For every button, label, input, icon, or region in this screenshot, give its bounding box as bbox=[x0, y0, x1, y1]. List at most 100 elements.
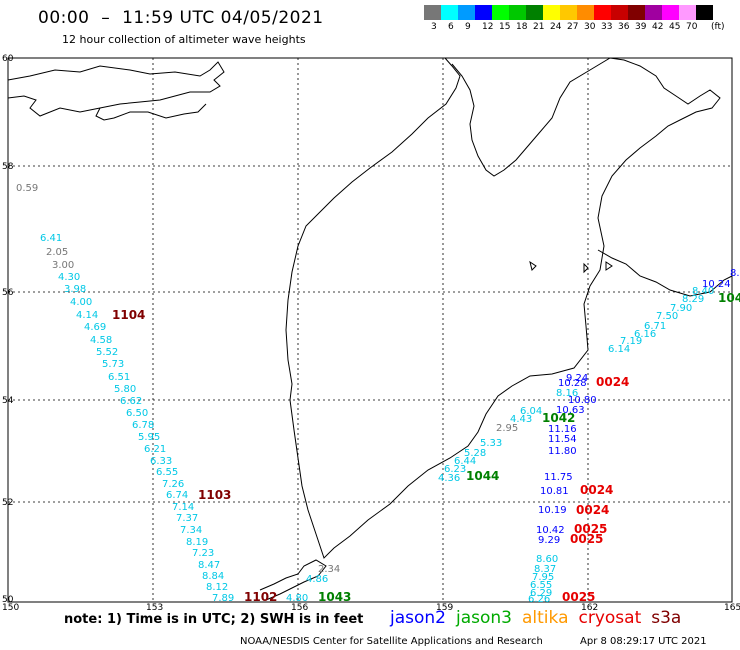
wave-height-value: 7.19 bbox=[620, 336, 642, 347]
wave-height-value: 6.04 bbox=[520, 406, 542, 417]
wave-height-value: 3.00 bbox=[52, 260, 74, 271]
longitude-label: 150 bbox=[2, 603, 19, 613]
color-scale-label: 9 bbox=[465, 22, 471, 32]
pass-time-label: 0024 bbox=[580, 483, 613, 497]
color-scale-label: 24 bbox=[550, 22, 562, 32]
pass-time-label: 1104 bbox=[112, 308, 145, 322]
color-scale-swatch: 30 bbox=[577, 5, 595, 32]
pass-time-label: 0024 bbox=[576, 503, 609, 517]
longitude-label: 156 bbox=[291, 603, 308, 613]
wave-height-value: 10.80 bbox=[568, 395, 597, 406]
wave-height-value: 4.69 bbox=[84, 322, 106, 333]
wave-height-value: 2.34 bbox=[318, 564, 340, 575]
footer-timestamp: Apr 8 08:29:17 UTC 2021 bbox=[580, 636, 707, 647]
wave-height-value: 11.16 bbox=[548, 424, 577, 435]
color-scale-swatch: 70 bbox=[679, 5, 697, 32]
longitude-label: 153 bbox=[146, 603, 163, 613]
coastline bbox=[7, 57, 733, 601]
wave-height-value: 7.37 bbox=[176, 513, 198, 524]
wave-height-value: 5.95 bbox=[138, 432, 160, 443]
wave-height-value: 4.80 bbox=[286, 593, 308, 604]
wave-height-value: 11.75 bbox=[544, 472, 573, 483]
wave-height-value: 10.19 bbox=[538, 505, 567, 516]
wave-height-value: 8.60 bbox=[536, 554, 558, 565]
wave-height-value: 5.33 bbox=[480, 438, 502, 449]
wave-height-value: 8.29 bbox=[682, 294, 704, 305]
pass-time-label: 1102 bbox=[244, 590, 277, 604]
color-scale-label: 15 bbox=[499, 22, 511, 32]
color-scale-swatch: 3 bbox=[424, 5, 441, 32]
wave-height-value: 5.28 bbox=[464, 448, 486, 459]
wave-height-value: 10.24 bbox=[702, 279, 731, 290]
wave-height-value: 6.16 bbox=[634, 329, 656, 340]
wave-height-value: 6.21 bbox=[144, 444, 166, 455]
wave-height-value: 10.63 bbox=[556, 405, 585, 416]
color-scale-label: 45 bbox=[669, 22, 681, 32]
latitude-label: 56 bbox=[2, 288, 14, 298]
pass-time-label: 1042 bbox=[542, 411, 575, 425]
wave-height-value: 6.33 bbox=[150, 456, 172, 467]
wave-height-value: 4.58 bbox=[90, 335, 112, 346]
color-scale-label: 21 bbox=[533, 22, 545, 32]
wave-height-value: 8.12 bbox=[206, 582, 228, 593]
graticule bbox=[8, 58, 732, 602]
wave-height-color-scale: 3 6 9 12 15 18 21 24 27 30 33 36 39 42 45 70 bbox=[424, 5, 713, 32]
wave-height-value: 8.18 bbox=[730, 268, 740, 279]
wave-height-value: 6.29 bbox=[530, 588, 552, 599]
wave-height-value: 7.26 bbox=[162, 479, 184, 490]
color-scale-swatch: 36 bbox=[611, 5, 629, 32]
wave-height-value: 4.43 bbox=[510, 414, 532, 425]
color-scale-label: 30 bbox=[584, 22, 596, 32]
color-scale-swatch: 27 bbox=[560, 5, 578, 32]
wave-height-value: 6.71 bbox=[644, 321, 666, 332]
color-scale-label: 27 bbox=[567, 22, 579, 32]
wave-height-value: 11.80 bbox=[548, 446, 577, 457]
wave-height-value: 4.86 bbox=[306, 574, 328, 585]
wave-height-value: 7.89 bbox=[212, 593, 234, 604]
wave-height-value: 7.95 bbox=[532, 572, 554, 583]
wave-height-value: 9.24 bbox=[566, 373, 588, 384]
map-subtitle: 12 hour collection of altimeter wave hei… bbox=[62, 33, 306, 46]
pass-time-label: 0025 bbox=[562, 590, 595, 604]
longitude-label: 162 bbox=[581, 603, 598, 613]
map-title: 00:00 – 11:59 UTC 04/05/2021 bbox=[38, 8, 324, 28]
color-scale-label: 6 bbox=[448, 22, 454, 32]
color-scale-swatch: 12 bbox=[475, 5, 493, 32]
wave-height-value: 0.59 bbox=[16, 183, 38, 194]
legend-item-altika: altika bbox=[522, 608, 569, 628]
wave-height-value: 7.90 bbox=[670, 303, 692, 314]
wave-height-value: 6.51 bbox=[108, 372, 130, 383]
wave-height-value: 6.23 bbox=[444, 464, 466, 475]
longitude-label: 159 bbox=[436, 603, 453, 613]
wave-height-value: 4.14 bbox=[76, 310, 98, 321]
pass-time-label: 0024 bbox=[596, 375, 629, 389]
color-scale-swatch: 21 bbox=[526, 5, 544, 32]
wave-height-value: 11.54 bbox=[548, 434, 577, 445]
color-scale-swatch bbox=[696, 5, 713, 20]
latitude-label: 58 bbox=[2, 162, 14, 172]
wave-height-value: 9.29 bbox=[538, 535, 560, 546]
color-scale-swatch: 39 bbox=[628, 5, 646, 32]
wave-height-value: 2.05 bbox=[46, 247, 68, 258]
color-scale-swatch: 15 bbox=[492, 5, 510, 32]
legend-item-cryosat: cryosat bbox=[578, 608, 642, 628]
color-scale-label: 42 bbox=[652, 22, 664, 32]
wave-height-value: 6.55 bbox=[156, 467, 178, 478]
wave-height-value: 6.74 bbox=[166, 490, 188, 501]
legend-item-jason2: jason2 bbox=[390, 608, 446, 628]
pass-time-label: 1044 bbox=[466, 469, 499, 483]
wave-height-value: 6.14 bbox=[608, 344, 630, 355]
latitude-label: 54 bbox=[2, 396, 14, 406]
color-scale-label: 33 bbox=[601, 22, 613, 32]
wave-height-value: 10.28 bbox=[558, 378, 587, 389]
color-scale-label: 70 bbox=[686, 22, 698, 32]
legend-item-s3a: s3a bbox=[651, 608, 682, 628]
satellite-legend: jason2 jason3 altika cryosat s3a bbox=[390, 608, 691, 628]
wave-height-value: 4.00 bbox=[70, 297, 92, 308]
color-scale-swatch: 24 bbox=[543, 5, 561, 32]
wave-height-value: 8.16 bbox=[556, 388, 578, 399]
pass-time-label: 1043 bbox=[318, 590, 351, 604]
wave-height-value: 6.41 bbox=[40, 233, 62, 244]
